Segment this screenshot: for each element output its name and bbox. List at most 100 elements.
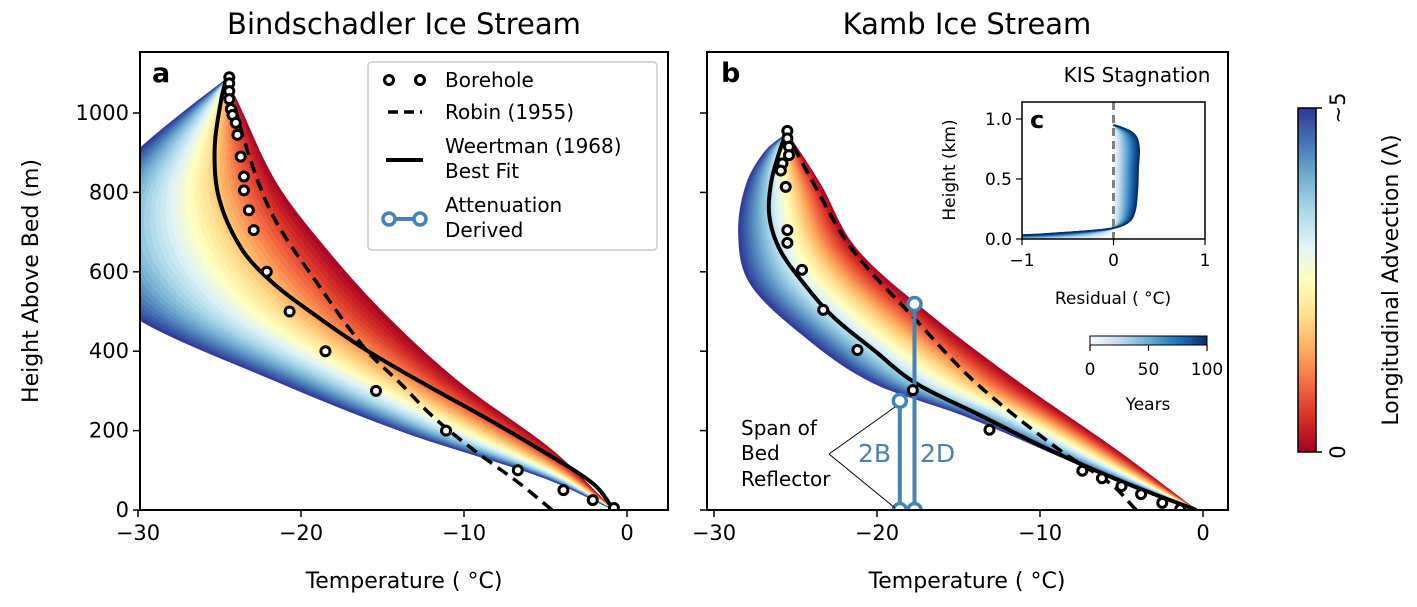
inset-x-tick-label: −1 [1009, 251, 1034, 271]
y-axis-label: Height Above Bed (m) [19, 159, 44, 403]
x-tick-label: −10 [442, 521, 486, 545]
borehole-point [817, 303, 830, 316]
years-colorbar-ticks: 0 50 100 [1085, 345, 1223, 380]
borehole-point [237, 170, 250, 183]
borehole-point [1095, 472, 1108, 485]
years-tick-label: 50 [1138, 360, 1160, 380]
borehole-point [223, 93, 236, 106]
x-axis-label-a: Temperature ( °C) [305, 569, 503, 594]
borehole-point [1156, 496, 1169, 509]
years-colorbar [1089, 335, 1208, 346]
x-tick-label: 0 [620, 521, 633, 545]
legend-attenuation-marker [412, 211, 428, 227]
borehole-point [283, 305, 296, 318]
robin-line [789, 139, 1138, 510]
legend-weertman-label: Weertman (1968) [445, 134, 622, 158]
legend-robin-label: Robin (1955) [445, 100, 574, 124]
x-tick-label: −10 [1018, 521, 1062, 545]
borehole-point [557, 484, 570, 497]
x-tick-label: 0 [1196, 521, 1209, 545]
robin-line [225, 78, 554, 510]
colorbar-label: Longitudinal Advection (Λ) [1379, 134, 1404, 425]
years-tick-label: 0 [1085, 360, 1096, 380]
borehole-point [1076, 464, 1089, 477]
ticks-b: −30 −20 −10 0 [692, 112, 1210, 545]
inset-x-label: Residual ( °C) [1055, 289, 1171, 309]
legend-borehole-marker [414, 74, 426, 86]
panel-a: −30 −20 −10 0 0 200 400 600 800 1000 a Temperatur… [19, 51, 669, 594]
attenuation-marker [891, 501, 909, 510]
borehole-point [1135, 488, 1148, 501]
borehole-point [906, 384, 919, 397]
borehole-point [851, 344, 864, 357]
y-tick-label: 1000 [76, 101, 129, 125]
annotation-line [828, 406, 896, 455]
bed-reflector-annotation: Span of Bed Reflector 2B 2D [741, 406, 955, 509]
x-tick-label: −20 [855, 521, 899, 545]
years-colorbar-label: Years [1125, 395, 1171, 415]
x-axis-label-b: Temperature ( °C) [868, 569, 1066, 594]
axes-frame-b [706, 51, 1229, 511]
residual-curve [1022, 124, 1140, 236]
annotation-text: Reflector [741, 467, 831, 491]
colorbar-gradient [1297, 107, 1317, 453]
y-tick-label: 600 [89, 260, 129, 284]
inset-ticks: −1 0 1 0.0 0.5 1.0 [985, 110, 1210, 271]
label-2b: 2B [858, 439, 891, 468]
legend: Borehole Robin (1955) Weertman (1968) Be… [367, 61, 658, 251]
panel-a-title: Bindschadler Ice Stream [227, 7, 581, 41]
inset-c: KIS Stagnation c −1 0 1 0.0 0.5 1.0 Residual … [940, 63, 1223, 415]
panel-b: −30 −20 −10 0 b Temperature ( °C) Span of B… [692, 51, 1229, 594]
inset-y-tick-label: 0.0 [985, 230, 1012, 250]
borehole-point [234, 150, 247, 163]
annotation-text: Bed [741, 441, 780, 465]
borehole-point [774, 164, 787, 177]
x-tick-label: −30 [692, 521, 736, 545]
borehole-point [607, 502, 620, 510]
inset-y-label: Height (km) [940, 119, 960, 220]
panel-b-title: Kamb Ice Stream [843, 7, 1092, 41]
borehole-point [781, 236, 794, 249]
borehole-point [983, 423, 996, 436]
legend-box [367, 61, 658, 251]
borehole-point [781, 224, 794, 237]
borehole-point [586, 494, 599, 507]
borehole-point [260, 265, 273, 278]
inset-y-tick-label: 0.5 [985, 170, 1012, 190]
panel-label-b: b [721, 58, 740, 89]
inset-y-tick-label: 1.0 [985, 110, 1012, 130]
ticks-a: −30 −20 −10 0 0 200 400 600 800 1000 [76, 101, 634, 545]
borehole-point [229, 116, 242, 129]
attenuation-marker [891, 392, 909, 410]
colorbar-bottom-label: 0 [1326, 445, 1350, 458]
borehole-point [796, 263, 809, 276]
borehole-point [779, 180, 792, 193]
inset-title: KIS Stagnation [1064, 63, 1211, 87]
model-lines-a [212, 71, 620, 510]
years-tick-label: 100 [1191, 360, 1223, 380]
borehole-point [247, 224, 260, 237]
borehole-point [782, 149, 795, 162]
advection-colorbar: ∼5 0 Longitudinal Advection (Λ) [1297, 93, 1404, 459]
inset-x-tick-label: 1 [1200, 251, 1211, 271]
y-tick-label: 400 [89, 339, 129, 363]
legend-attenuation-label: Attenuation [445, 193, 562, 217]
axes-frame-a [139, 51, 669, 511]
borehole-point [242, 204, 255, 217]
borehole-point [319, 345, 332, 358]
residual-curves [1022, 124, 1140, 239]
legend-borehole-label: Borehole [445, 68, 534, 92]
borehole-point [1115, 480, 1128, 493]
y-tick-label: 800 [89, 180, 129, 204]
inset-x-tick-label: 0 [1108, 251, 1119, 271]
borehole-point [231, 128, 244, 141]
model-lines-b [766, 124, 1198, 510]
x-tick-label: −20 [279, 521, 323, 545]
weertman-line [766, 134, 1198, 510]
x-tick-label: −30 [116, 521, 160, 545]
label-2d: 2D [920, 439, 955, 468]
panel-label-c: c [1030, 106, 1044, 134]
attenuation-marker [906, 501, 923, 510]
borehole-point [511, 464, 524, 477]
